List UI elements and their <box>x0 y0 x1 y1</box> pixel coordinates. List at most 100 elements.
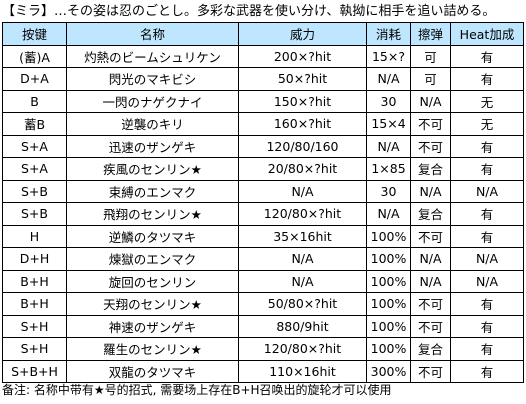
column-header-heat-bonus: Heat加成 <box>450 22 524 46</box>
cell-graze: 可 <box>410 67 451 91</box>
cell-key: B+H <box>2 269 67 293</box>
column-header-cost: 消耗 <box>366 22 411 46</box>
cell-power: 50/80×?hit <box>238 292 367 316</box>
cell-move-name: 羅生のセンリン★ <box>66 337 239 361</box>
cell-heat-bonus: 有 <box>450 337 524 361</box>
table-row: S+B 飛翔のセンリン★ 120/80×?hit N/A 复合有 <box>2 202 524 226</box>
cell-heat-bonus: N/A <box>450 179 524 203</box>
cell-power: 120/80/160 <box>238 134 367 158</box>
cell-move-name: 逆鱗のタツマキ <box>66 224 239 248</box>
cell-cost: N/A <box>366 134 411 158</box>
cell-power: N/A <box>238 247 367 271</box>
cell-power: 50×?hit <box>238 67 367 91</box>
cell-cost: 100% <box>366 224 411 248</box>
cell-heat-bonus: 有 <box>450 359 524 383</box>
cell-cost: 30 <box>366 179 411 203</box>
cell-cost: 30 <box>366 89 411 113</box>
cell-graze: 复合 <box>410 337 451 361</box>
cell-heat-bonus: 有 <box>450 314 524 338</box>
table-row: S+B+H 双龍のタツマキ 110×16hit 300% 不可有 <box>2 359 524 383</box>
cell-cost: 100% <box>366 314 411 338</box>
column-header-graze: 擦弹 <box>410 22 451 46</box>
cell-key: 蓄B <box>2 112 67 136</box>
table-row: D+A 閃光のマキビシ 50×?hit N/A 可有 <box>2 67 524 91</box>
table-row: S+B 束縛のエンマク N/A 30 N/A N/A <box>2 179 524 203</box>
cell-heat-bonus: 有 <box>450 134 524 158</box>
cell-graze: 不可 <box>410 112 451 136</box>
cell-key: B <box>2 89 67 113</box>
cell-key: S+A <box>2 134 67 158</box>
cell-move-name: 一閃のナゲクナイ <box>66 89 239 113</box>
cell-heat-bonus: 有 <box>450 202 524 226</box>
cell-graze: 不可 <box>410 359 451 383</box>
cell-key: D+H <box>2 247 67 271</box>
cell-power: 20/80×?hit <box>238 157 367 181</box>
cell-graze: N/A <box>410 269 451 293</box>
table-row: B+H 旋回のセンリン N/A 100% N/A N/A <box>2 269 524 293</box>
cell-power: 120/80×?hit <box>238 202 367 226</box>
cell-graze: 不可 <box>410 314 451 338</box>
table-row: S+A 疾風のセンリン★ 20/80×?hit 1×85 复合有 <box>2 157 524 181</box>
table-row: D+H 煉獄のエンマク N/A 100% N/A N/A <box>2 247 524 271</box>
cell-power: 200×?hit <box>238 44 367 68</box>
cell-move-name: 迅速のザンゲキ <box>66 134 239 158</box>
cell-power: 110×16hit <box>238 359 367 383</box>
cell-cost: 15×4 <box>366 112 411 136</box>
cell-graze: 可 <box>410 44 451 68</box>
table-row: 蓄B 逆襲のキリ 160×?hit 15×4 不可无 <box>2 112 524 136</box>
cell-key: D+A <box>2 67 67 91</box>
cell-heat-bonus: N/A <box>450 247 524 271</box>
cell-move-name: 疾風のセンリン★ <box>66 157 239 181</box>
cell-key: S+H <box>2 337 67 361</box>
cell-graze: N/A <box>410 247 451 271</box>
cell-move-name: 逆襲のキリ <box>66 112 239 136</box>
column-header-key: 按键 <box>2 22 67 46</box>
table-row: B 一閃のナゲクナイ 150×?hit 30 N/A 无 <box>2 89 524 113</box>
cell-key: S+B+H <box>2 359 67 383</box>
cell-heat-bonus: 有 <box>450 67 524 91</box>
cell-key: S+H <box>2 314 67 338</box>
cell-move-name: 飛翔のセンリン★ <box>66 202 239 226</box>
cell-key: B+H <box>2 292 67 316</box>
table-row: S+H 羅生のセンリン★ 120/80×?hit 100% 复合有 <box>2 337 524 361</box>
cell-graze: 不可 <box>410 134 451 158</box>
cell-cost: 15×? <box>366 44 411 68</box>
cell-graze: N/A <box>410 89 451 113</box>
cell-key: S+B <box>2 179 67 203</box>
page-header: 【ミラ】…その姿は忍のごとし。多彩な武器を使い分け、執拗に相手を追い詰める。 <box>2 4 496 19</box>
cell-move-name: 双龍のタツマキ <box>66 359 239 383</box>
cell-cost: N/A <box>366 202 411 226</box>
cell-heat-bonus: 有 <box>450 292 524 316</box>
cell-graze: 复合 <box>410 157 451 181</box>
cell-move-name: 閃光のマキビシ <box>66 67 239 91</box>
cell-heat-bonus: 有 <box>450 157 524 181</box>
cell-graze: 复合 <box>410 202 451 226</box>
cell-cost: 300% <box>366 359 411 383</box>
cell-heat-bonus: 有 <box>450 224 524 248</box>
table-row: S+A 迅速のザンゲキ 120/80/160 N/A 不可有 <box>2 134 524 158</box>
column-header-power: 威力 <box>238 22 367 46</box>
move-table-body: (蓄)A 灼熱のビームシュリケン 200×?hit 15×? 可有 D+A 閃光のマキビシ 5… <box>2 44 524 383</box>
cell-cost: 1×85 <box>366 157 411 181</box>
table-header-row: 按键 名称 威力 消耗 擦弹 Heat加成 <box>2 22 524 46</box>
cell-cost: 100% <box>366 269 411 293</box>
cell-graze: 不可 <box>410 224 451 248</box>
cell-move-name: 旋回のセンリン <box>66 269 239 293</box>
cell-graze: 不可 <box>410 292 451 316</box>
cell-power: 160×?hit <box>238 112 367 136</box>
cell-heat-bonus: 无 <box>450 112 524 136</box>
cell-key: (蓄)A <box>2 44 67 68</box>
cell-move-name: 灼熱のビームシュリケン <box>66 44 239 68</box>
move-table: 按键 名称 威力 消耗 擦弹 Heat加成 (蓄)A 灼熱のビームシュリケン 200… <box>2 22 524 383</box>
cell-cost: 100% <box>366 292 411 316</box>
cell-heat-bonus: N/A <box>450 269 524 293</box>
cell-graze: N/A <box>410 179 451 203</box>
table-row: B+H 天翔のセンリン★ 50/80×?hit 100% 不可有 <box>2 292 524 316</box>
column-header-name: 名称 <box>66 22 239 46</box>
cell-power: 35×16hit <box>238 224 367 248</box>
table-row: (蓄)A 灼熱のビームシュリケン 200×?hit 15×? 可有 <box>2 44 524 68</box>
table-row: S+H 神速のザンゲキ 880/9hit 100% 不可有 <box>2 314 524 338</box>
cell-power: 880/9hit <box>238 314 367 338</box>
cell-move-name: 神速のザンゲキ <box>66 314 239 338</box>
cell-move-name: 天翔のセンリン★ <box>66 292 239 316</box>
